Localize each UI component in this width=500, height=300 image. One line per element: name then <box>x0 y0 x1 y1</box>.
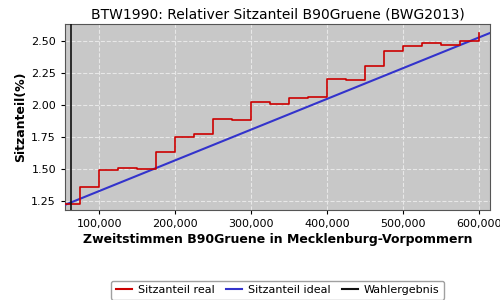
Sitzanteil real <box>418 41 424 45</box>
Sitzanteil real <box>210 117 216 121</box>
Sitzanteil real <box>362 64 368 68</box>
Sitzanteil real <box>191 133 197 136</box>
Sitzanteil real <box>324 77 330 81</box>
Sitzanteil real <box>134 167 140 171</box>
Sitzanteil real <box>305 95 311 99</box>
Sitzanteil real <box>286 97 292 100</box>
Sitzanteil real <box>96 168 102 172</box>
Sitzanteil real <box>400 44 406 48</box>
Legend: Sitzanteil real, Sitzanteil ideal, Wahlergebnis: Sitzanteil real, Sitzanteil ideal, Wahle… <box>111 281 444 299</box>
Y-axis label: Sitzanteil(%): Sitzanteil(%) <box>14 72 27 162</box>
Sitzanteil real <box>248 100 254 104</box>
Line: Sitzanteil real: Sitzanteil real <box>65 33 478 204</box>
Sitzanteil real <box>172 135 178 139</box>
Sitzanteil real <box>343 79 349 82</box>
Sitzanteil real <box>476 31 482 35</box>
Title: BTW1990: Relativer Sitzanteil B90Gruene (BWG2013): BTW1990: Relativer Sitzanteil B90Gruene … <box>90 8 464 21</box>
Sitzanteil real <box>229 118 235 122</box>
Sitzanteil real <box>115 166 121 169</box>
Wahlergebnis <box>68 231 74 235</box>
Sitzanteil real <box>456 39 462 43</box>
Sitzanteil real <box>77 185 83 189</box>
Sitzanteil real <box>438 43 444 46</box>
Sitzanteil real <box>381 49 387 53</box>
Sitzanteil real <box>62 202 68 206</box>
X-axis label: Zweitstimmen B90Gruene in Mecklenburg-Vorpommern: Zweitstimmen B90Gruene in Mecklenburg-Vo… <box>83 233 472 246</box>
Sitzanteil real <box>153 151 159 154</box>
Sitzanteil real <box>267 102 273 105</box>
